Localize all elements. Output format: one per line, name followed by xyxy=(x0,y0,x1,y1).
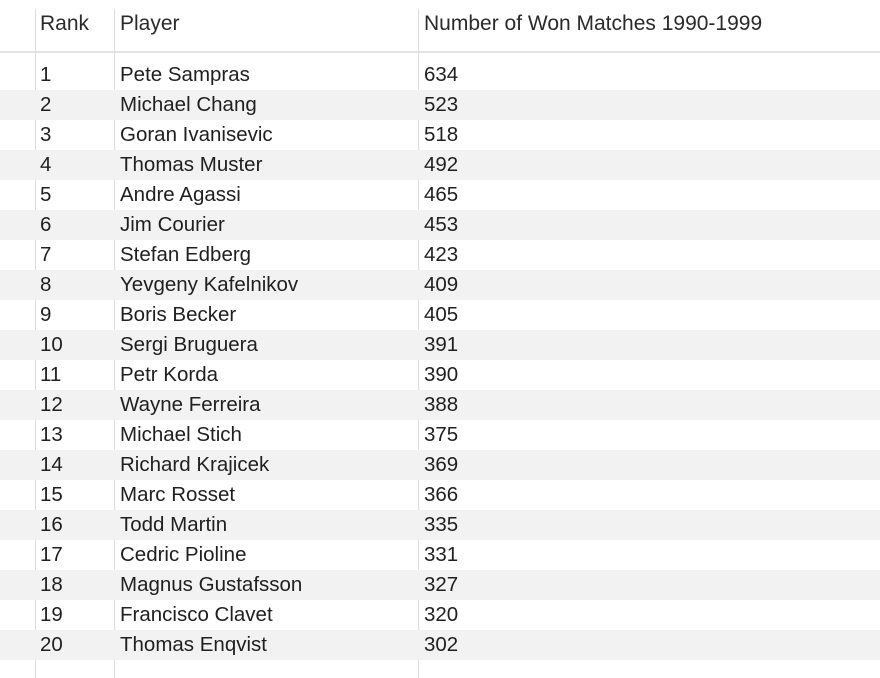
table-row[interactable]: 13 Michael Stich 375 xyxy=(0,420,880,450)
player-cell: Magnus Gustafsson xyxy=(120,573,303,596)
rank-cell: 4 xyxy=(40,153,52,176)
player-cell: Todd Martin xyxy=(120,513,228,536)
player-cell: Goran Ivanisevic xyxy=(120,123,273,146)
won-matches-cell: 375 xyxy=(424,423,459,446)
won-matches-cell: 335 xyxy=(424,513,459,536)
rank-cell: 10 xyxy=(40,333,63,356)
column-header-won-matches[interactable]: Number of Won Matches 1990-1999 xyxy=(424,12,763,35)
won-matches-cell: 405 xyxy=(424,303,459,326)
player-cell: Michael Chang xyxy=(120,93,257,116)
won-matches-cell: 492 xyxy=(424,153,459,176)
won-matches-cell: 331 xyxy=(424,543,459,566)
player-cell: Marc Rosset xyxy=(120,483,236,506)
player-cell: Richard Krajicek xyxy=(120,453,270,476)
player-cell: Michael Stich xyxy=(120,423,242,446)
won-matches-cell: 453 xyxy=(424,213,459,236)
rank-cell: 11 xyxy=(40,363,62,386)
won-matches-cell: 388 xyxy=(424,393,459,416)
rank-cell: 14 xyxy=(40,453,63,476)
won-matches-cell: 518 xyxy=(424,123,459,146)
column-header-rank[interactable]: Rank xyxy=(40,12,90,35)
table-row[interactable]: 4 Thomas Muster 492 xyxy=(0,150,880,180)
player-cell: Boris Becker xyxy=(120,303,237,326)
rank-cell: 13 xyxy=(40,423,63,446)
table-row[interactable]: 2 Michael Chang 523 xyxy=(0,90,880,120)
table-row[interactable]: 20 Thomas Enqvist 302 xyxy=(0,630,880,660)
rank-cell: 19 xyxy=(40,603,63,626)
player-cell: Jim Courier xyxy=(120,213,225,236)
player-cell: Yevgeny Kafelnikov xyxy=(120,273,299,296)
table-row[interactable]: 11 Petr Korda 390 xyxy=(0,360,880,390)
rank-cell: 16 xyxy=(40,513,63,536)
rank-cell: 1 xyxy=(40,63,52,86)
rank-cell: 7 xyxy=(40,243,52,266)
rank-cell: 18 xyxy=(40,573,63,596)
empty-row xyxy=(0,660,880,678)
table-row[interactable]: 10 Sergi Bruguera 391 xyxy=(0,330,880,360)
player-cell: Petr Korda xyxy=(120,363,218,386)
column-header-player[interactable]: Player xyxy=(120,12,180,35)
table-row[interactable]: 9 Boris Becker 405 xyxy=(0,300,880,330)
table-row[interactable]: 16 Todd Martin 335 xyxy=(0,510,880,540)
won-matches-cell: 366 xyxy=(424,483,459,506)
won-matches-cell: 327 xyxy=(424,573,459,596)
won-matches-cell: 465 xyxy=(424,183,459,206)
player-cell: Cedric Pioline xyxy=(120,543,247,566)
rank-cell: 17 xyxy=(40,543,63,566)
rank-cell: 6 xyxy=(40,213,52,236)
table-row[interactable]: 8 Yevgeny Kafelnikov 409 xyxy=(0,270,880,300)
player-cell: Thomas Muster xyxy=(120,153,263,176)
won-matches-cell: 423 xyxy=(424,243,459,266)
rank-cell: 8 xyxy=(40,273,52,296)
player-cell: Andre Agassi xyxy=(120,183,241,206)
table-row[interactable]: 3 Goran Ivanisevic 518 xyxy=(0,120,880,150)
table-row[interactable]: 14 Richard Krajicek 369 xyxy=(0,450,880,480)
rank-cell: 3 xyxy=(40,123,52,146)
player-cell: Francisco Clavet xyxy=(120,603,273,626)
table-header: Rank Player Number of Won Matches 1990-1… xyxy=(0,0,880,53)
table-row[interactable]: 19 Francisco Clavet 320 xyxy=(0,600,880,630)
table-row[interactable]: 6 Jim Courier 453 xyxy=(0,210,880,240)
table-row[interactable]: 7 Stefan Edberg 423 xyxy=(0,240,880,270)
table-row[interactable]: 18 Magnus Gustafsson 327 xyxy=(0,570,880,600)
table-body: 1 Pete Sampras 634 2 Michael Chang 523 3 Goran … xyxy=(0,60,880,678)
player-cell: Pete Sampras xyxy=(120,63,250,86)
table-row[interactable]: 12 Wayne Ferreira 388 xyxy=(0,390,880,420)
table-row[interactable]: 5 Andre Agassi 465 xyxy=(0,180,880,210)
won-matches-cell: 634 xyxy=(424,63,459,86)
player-cell: Wayne Ferreira xyxy=(120,393,261,416)
rank-cell: 9 xyxy=(40,303,52,326)
table-row[interactable]: 1 Pete Sampras 634 xyxy=(0,60,880,90)
won-matches-cell: 523 xyxy=(424,93,459,116)
table-row[interactable]: 17 Cedric Pioline 331 xyxy=(0,540,880,570)
player-cell: Stefan Edberg xyxy=(120,243,252,266)
rank-cell: 5 xyxy=(40,183,52,206)
player-cell: Thomas Enqvist xyxy=(120,633,267,656)
won-matches-cell: 391 xyxy=(424,333,459,356)
won-matches-cell: 369 xyxy=(424,453,459,476)
won-matches-cell: 320 xyxy=(424,603,459,626)
rank-cell: 2 xyxy=(40,93,52,116)
won-matches-cell: 409 xyxy=(424,273,459,296)
player-cell: Sergi Bruguera xyxy=(120,333,258,356)
rank-cell: 15 xyxy=(40,483,63,506)
rank-cell: 20 xyxy=(40,633,63,656)
won-matches-cell: 390 xyxy=(424,363,459,386)
won-matches-cell: 302 xyxy=(424,633,459,656)
table-row[interactable]: 15 Marc Rosset 366 xyxy=(0,480,880,510)
rank-cell: 12 xyxy=(40,393,63,416)
